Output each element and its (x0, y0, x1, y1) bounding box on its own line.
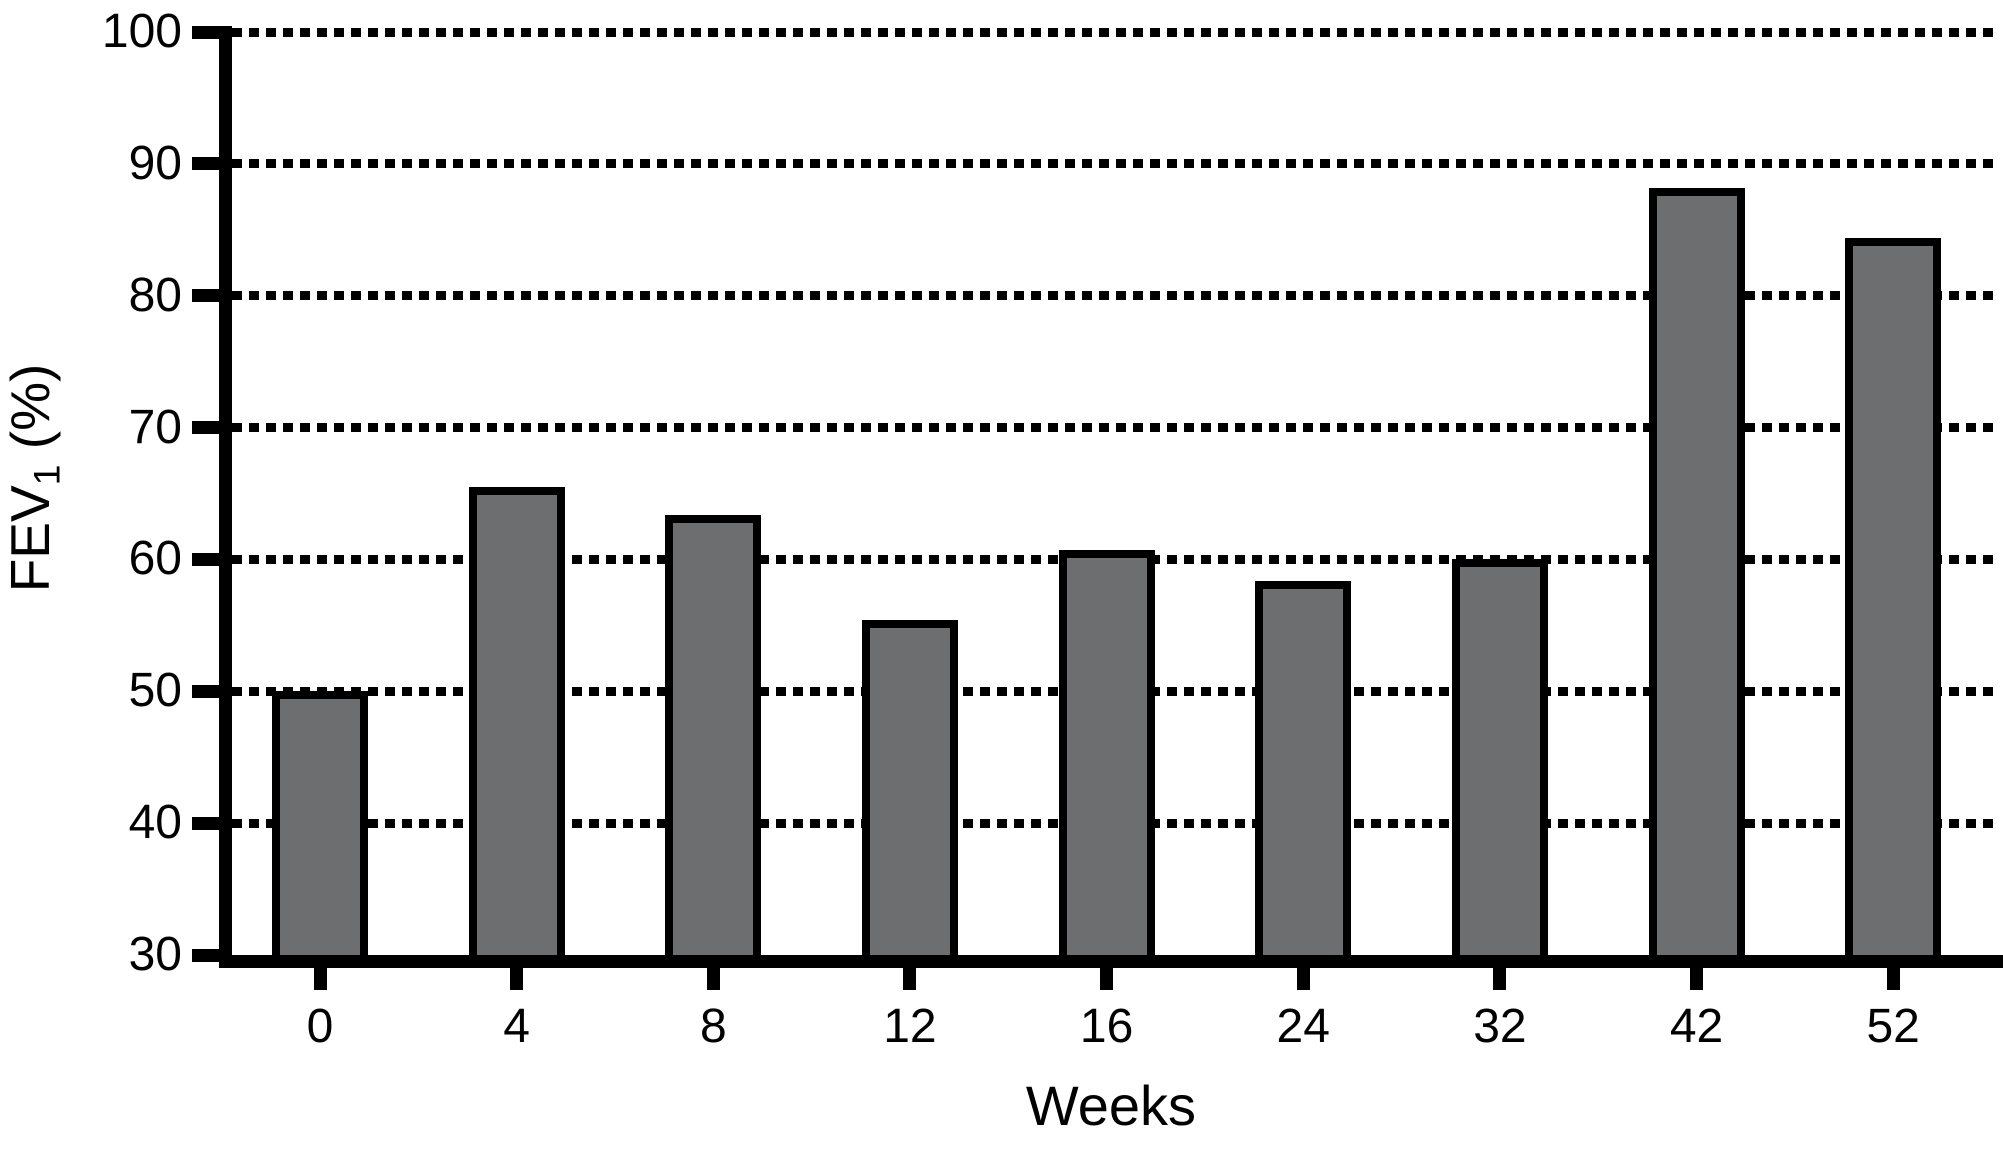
bar-week-0 (272, 691, 368, 963)
x-tick-12 (903, 968, 917, 990)
x-tick-4 (510, 968, 524, 990)
x-tick-label-24: 24 (1276, 1000, 1330, 1053)
y-tick-label-80: 80 (128, 268, 182, 322)
bar-week-52 (1845, 237, 1942, 963)
y-tick-80 (192, 289, 232, 303)
y-tick-label-70: 70 (128, 400, 182, 454)
y-tick-30 (192, 948, 232, 962)
y-tick-label-40: 40 (128, 796, 182, 850)
x-tick-label-32: 32 (1473, 1000, 1527, 1053)
y-tick-60 (192, 552, 232, 566)
y-tick-100 (192, 25, 232, 39)
x-tick-label-42: 42 (1669, 1000, 1724, 1053)
x-tick-label-16: 16 (1079, 1000, 1134, 1053)
x-tick-42 (1690, 968, 1704, 990)
gridline-90 (232, 159, 2000, 169)
y-tick-50 (192, 684, 232, 698)
x-tick-label-8: 8 (699, 1000, 727, 1053)
y-tick-label-50: 50 (128, 664, 182, 718)
x-tick-0 (313, 968, 327, 990)
x-tick-32 (1493, 968, 1507, 990)
gridline-70 (232, 423, 2000, 433)
bar-week-16 (1058, 550, 1155, 963)
bar-week-24 (1255, 580, 1352, 963)
x-tick-8 (706, 968, 720, 990)
bar-week-32 (1451, 559, 1548, 963)
bar-week-4 (468, 486, 565, 963)
bar-week-12 (861, 620, 958, 963)
y-axis-line (219, 28, 232, 968)
x-tick-label-12: 12 (883, 1000, 937, 1053)
x-tick-label-52: 52 (1866, 1000, 1920, 1053)
bar-week-8 (665, 514, 762, 963)
x-tick-16 (1100, 968, 1114, 990)
x-tick-52 (1886, 968, 1900, 990)
y-tick-label-90: 90 (128, 136, 182, 190)
bar-week-42 (1648, 187, 1745, 963)
y-tick-label-100: 100 (101, 5, 182, 58)
x-axis-title: Weeks (1025, 1074, 1197, 1137)
x-tick-label-0: 0 (306, 1000, 334, 1053)
gridline-80 (232, 291, 2000, 301)
y-tick-40 (192, 816, 232, 830)
gridline-100 (232, 27, 2000, 37)
x-axis-line (219, 955, 2003, 968)
y-tick-label-60: 60 (128, 532, 182, 586)
x-tick-24 (1296, 968, 1310, 990)
x-tick-label-4: 4 (503, 1000, 530, 1053)
y-tick-label-30: 30 (128, 928, 182, 981)
y-tick-70 (192, 421, 232, 435)
y-tick-90 (192, 157, 232, 171)
